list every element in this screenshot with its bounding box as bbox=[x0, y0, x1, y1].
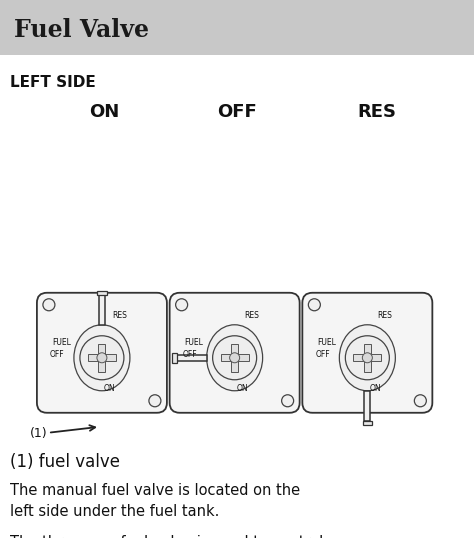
Polygon shape bbox=[364, 344, 371, 358]
Circle shape bbox=[43, 299, 55, 311]
Circle shape bbox=[346, 336, 389, 380]
Circle shape bbox=[213, 336, 256, 380]
Polygon shape bbox=[88, 354, 102, 362]
Polygon shape bbox=[231, 358, 238, 372]
Circle shape bbox=[97, 353, 107, 363]
Circle shape bbox=[176, 299, 188, 311]
Polygon shape bbox=[99, 295, 105, 325]
Text: ON: ON bbox=[89, 103, 119, 121]
Ellipse shape bbox=[207, 325, 263, 391]
Text: OFF: OFF bbox=[50, 350, 64, 359]
Circle shape bbox=[362, 353, 373, 363]
Text: (1) fuel valve: (1) fuel valve bbox=[10, 453, 120, 471]
Circle shape bbox=[309, 299, 320, 311]
Text: (1): (1) bbox=[30, 427, 47, 440]
Polygon shape bbox=[102, 354, 116, 362]
FancyBboxPatch shape bbox=[37, 293, 167, 413]
Polygon shape bbox=[231, 344, 238, 358]
Text: FUEL: FUEL bbox=[318, 338, 336, 347]
Text: RES: RES bbox=[377, 311, 392, 320]
Polygon shape bbox=[99, 344, 105, 358]
Text: ON: ON bbox=[237, 384, 248, 393]
Polygon shape bbox=[173, 353, 177, 363]
Polygon shape bbox=[220, 354, 235, 362]
Text: FUEL: FUEL bbox=[52, 338, 71, 347]
Circle shape bbox=[229, 353, 240, 363]
Polygon shape bbox=[235, 354, 249, 362]
Circle shape bbox=[149, 395, 161, 407]
Circle shape bbox=[80, 336, 124, 380]
Ellipse shape bbox=[339, 325, 395, 391]
Text: ON: ON bbox=[369, 384, 381, 393]
Polygon shape bbox=[365, 391, 370, 421]
Text: RES: RES bbox=[112, 311, 127, 320]
Text: OFF: OFF bbox=[182, 350, 197, 359]
Polygon shape bbox=[364, 358, 371, 372]
Polygon shape bbox=[353, 354, 367, 362]
Text: LEFT SIDE: LEFT SIDE bbox=[10, 75, 96, 90]
Ellipse shape bbox=[74, 325, 130, 391]
Circle shape bbox=[414, 395, 426, 407]
Polygon shape bbox=[177, 355, 207, 361]
Text: The three-way fuel valve is used to control
the flow of fuel from the fuel tank : The three-way fuel valve is used to cont… bbox=[10, 535, 323, 538]
Text: The manual fuel valve is located on the
left side under the fuel tank.: The manual fuel valve is located on the … bbox=[10, 483, 300, 519]
Circle shape bbox=[282, 395, 293, 407]
Text: RES: RES bbox=[245, 311, 259, 320]
FancyBboxPatch shape bbox=[0, 0, 474, 55]
FancyBboxPatch shape bbox=[302, 293, 432, 413]
Polygon shape bbox=[97, 291, 107, 295]
Polygon shape bbox=[99, 358, 105, 372]
FancyBboxPatch shape bbox=[170, 293, 300, 413]
Text: Fuel Valve: Fuel Valve bbox=[14, 18, 149, 42]
Text: FUEL: FUEL bbox=[185, 338, 203, 347]
Text: RES: RES bbox=[357, 103, 396, 121]
Text: OFF: OFF bbox=[217, 103, 257, 121]
Text: OFF: OFF bbox=[315, 350, 330, 359]
Polygon shape bbox=[367, 354, 382, 362]
Text: ON: ON bbox=[104, 384, 116, 393]
Polygon shape bbox=[363, 421, 372, 425]
